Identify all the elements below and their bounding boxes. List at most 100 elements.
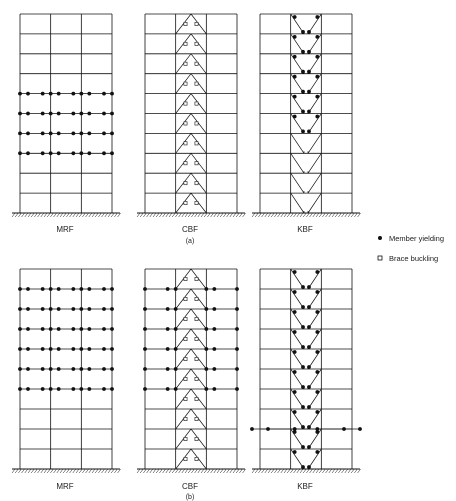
member-yielding-dot xyxy=(48,287,53,291)
ground-hatch xyxy=(235,468,240,474)
ground-hatch xyxy=(200,212,205,218)
member-yielding-dot xyxy=(110,307,114,311)
member-yielding-dot xyxy=(143,287,147,291)
ground-hatch xyxy=(136,212,141,218)
frame-label-a-kbf: KBF xyxy=(297,225,313,234)
ground-hatch xyxy=(91,468,96,474)
ground-hatch xyxy=(303,212,307,218)
ground-hatch xyxy=(287,212,291,218)
member-yielding-dot xyxy=(307,325,311,329)
brace-buckling-square xyxy=(194,457,199,461)
member-yielding-dot xyxy=(143,367,147,371)
chevron-brace xyxy=(190,268,207,290)
chevron-brace xyxy=(175,308,192,330)
chevron-brace xyxy=(175,448,192,470)
ground-hatch xyxy=(155,212,160,218)
kbf-brace xyxy=(290,153,305,174)
ground-hatch xyxy=(254,212,259,218)
ground-hatch xyxy=(277,212,281,218)
member-yielding-dot xyxy=(102,151,106,156)
chevron-brace xyxy=(190,368,207,390)
ground-hatch xyxy=(264,468,268,474)
member-yielding-dot xyxy=(71,347,76,351)
member-yielding-dot xyxy=(56,367,61,371)
chevron-brace xyxy=(175,388,192,410)
chevron-brace xyxy=(175,348,192,370)
member-yielding-dot xyxy=(235,307,239,311)
member-yielding-dot xyxy=(292,370,297,374)
chevron-brace xyxy=(175,408,192,430)
ground-hatch xyxy=(312,212,316,218)
ground-hatch xyxy=(213,212,218,218)
ground-hatch xyxy=(325,468,329,474)
member-yielding-dot xyxy=(110,151,114,156)
chevron-brace xyxy=(190,328,207,350)
legend-brace-buckling: Brace buckling xyxy=(389,254,438,263)
member-yielding-dot xyxy=(87,327,92,331)
member-yielding-dot xyxy=(315,370,320,374)
member-yielding-dot xyxy=(204,347,209,351)
member-yielding-dot xyxy=(48,307,53,311)
member-yielding-dot xyxy=(143,387,147,391)
brace-buckling-square xyxy=(194,337,199,341)
ground-hatch xyxy=(155,468,160,474)
brace-buckling-square xyxy=(183,181,188,186)
ground-hatch xyxy=(283,212,288,218)
ground-hatch xyxy=(210,468,214,474)
brace-buckling-square xyxy=(183,377,188,381)
ground-hatch xyxy=(191,212,195,218)
ground-hatch xyxy=(165,468,170,474)
member-yielding-dot xyxy=(204,287,209,291)
member-yielding-dot xyxy=(173,307,178,311)
member-yielding-dot xyxy=(40,287,45,291)
ground-hatch xyxy=(40,468,44,474)
ground-hatch xyxy=(187,212,192,218)
brace-buckling-square xyxy=(194,357,199,361)
ground-hatch xyxy=(78,212,83,218)
ground-hatch xyxy=(143,468,147,474)
chevron-brace xyxy=(175,172,192,194)
ground-hatch xyxy=(98,468,102,474)
chevron-brace xyxy=(190,133,207,154)
member-yielding-dot xyxy=(18,347,22,351)
member-yielding-dot xyxy=(71,387,76,391)
ground-hatch xyxy=(251,212,256,218)
member-yielding-dot xyxy=(40,387,45,391)
ground-hatch xyxy=(175,212,179,218)
ground-hatch xyxy=(82,212,86,218)
ground-hatch xyxy=(82,468,86,474)
ground-hatch xyxy=(181,468,186,474)
ground-hatch xyxy=(200,468,205,474)
ground-hatch xyxy=(178,212,182,218)
member-yielding-dot xyxy=(342,427,346,431)
member-yielding-dot xyxy=(301,49,305,54)
member-yielding-dot xyxy=(26,327,30,331)
ground-hatch xyxy=(335,212,339,218)
brace-buckling-square xyxy=(183,437,188,441)
member-yielding-dot xyxy=(56,307,61,311)
ground-hatch xyxy=(53,212,57,218)
member-yielding-dot xyxy=(212,347,217,351)
member-yielding-dot xyxy=(18,151,22,156)
member-yielding-dot xyxy=(40,111,45,116)
ground-hatch xyxy=(203,212,208,218)
ground-hatch xyxy=(242,212,246,218)
frames-layer xyxy=(11,13,362,474)
ground-hatch xyxy=(328,468,332,474)
member-yielding-dot xyxy=(87,151,92,156)
ground-hatch xyxy=(216,212,221,218)
member-yielding-dot xyxy=(18,387,22,391)
ground-hatch xyxy=(309,468,313,474)
ground-hatch xyxy=(271,468,275,474)
member-yielding-dot xyxy=(301,305,305,309)
member-yielding-dot xyxy=(307,405,311,409)
member-yielding-dot xyxy=(315,450,320,454)
ground-hatch xyxy=(143,212,147,218)
member-yielding-dot xyxy=(56,91,61,96)
member-yielding-dot xyxy=(40,347,45,351)
member-yielding-dot xyxy=(315,430,320,434)
ground-hatch xyxy=(85,212,89,218)
member-yielding-dot xyxy=(292,310,297,314)
brace-buckling-square-icon xyxy=(377,255,383,261)
member-yielding-dot xyxy=(110,387,114,391)
